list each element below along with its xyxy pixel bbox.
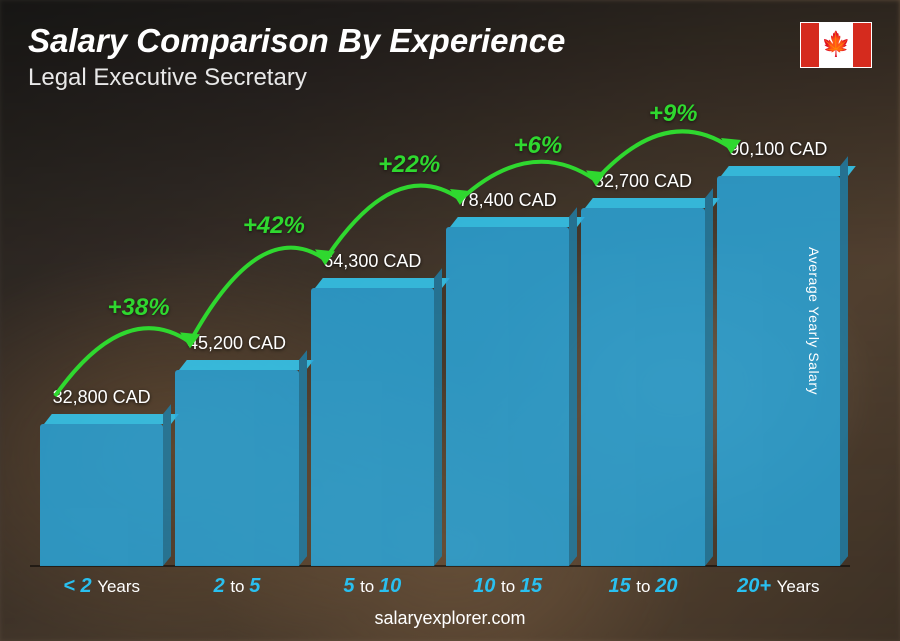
growth-percentage-label: +38% [108, 294, 170, 322]
experience-category-label: 5 to 10 [343, 575, 401, 598]
growth-percentage-label: +42% [243, 212, 305, 240]
growth-percentage-label: +6% [513, 132, 562, 160]
experience-category-label: 2 to 5 [214, 575, 261, 598]
salary-bar [581, 208, 704, 566]
growth-percentage-label: +9% [649, 100, 698, 128]
footer-attribution: salaryexplorer.com [0, 608, 900, 629]
y-axis-label: Average Yearly Salary [806, 247, 822, 395]
experience-category-label: 20+ Years [737, 575, 819, 598]
country-flag-icon: 🍁 [800, 22, 872, 68]
page-title: Salary Comparison By Experience [28, 22, 872, 60]
experience-category-label: 15 to 20 [608, 575, 677, 598]
salary-bar [40, 424, 163, 566]
experience-category-label: 10 to 15 [473, 575, 542, 598]
growth-arrow-icon [581, 78, 751, 198]
salary-bar-chart: 32,800 CAD< 2 Years45,200 CAD2 to 5+38%6… [40, 120, 840, 566]
experience-category-label: < 2 Years [63, 575, 140, 598]
growth-percentage-label: +22% [378, 151, 440, 179]
